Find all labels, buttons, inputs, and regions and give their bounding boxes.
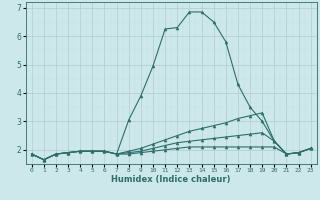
- X-axis label: Humidex (Indice chaleur): Humidex (Indice chaleur): [111, 175, 231, 184]
